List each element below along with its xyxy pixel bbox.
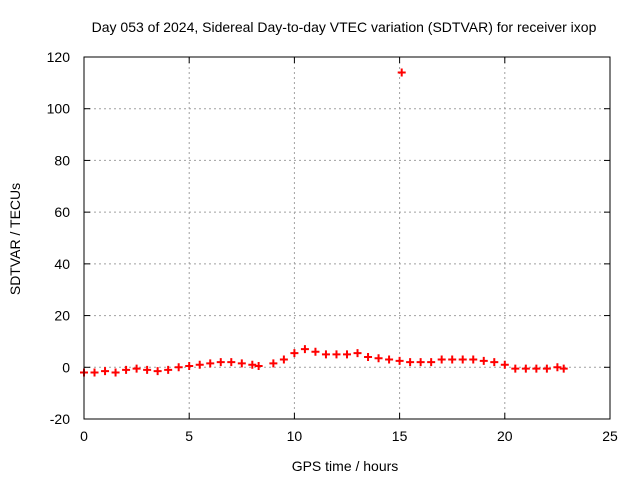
data-point	[500, 360, 509, 369]
data-point	[174, 363, 183, 372]
data-point	[164, 365, 173, 374]
data-point	[216, 358, 225, 367]
data-point	[374, 354, 383, 363]
data-point	[397, 68, 406, 77]
data-point	[559, 364, 568, 373]
data-point	[437, 355, 446, 364]
data-point	[237, 359, 246, 368]
data-points	[80, 68, 568, 377]
data-point	[427, 358, 436, 367]
y-tick-label: -20	[50, 411, 70, 427]
y-tick-label: 20	[54, 308, 70, 324]
data-point	[311, 347, 320, 356]
data-point	[206, 359, 215, 368]
grid-lines	[84, 57, 610, 419]
data-point	[448, 355, 457, 364]
y-tick-label: 120	[47, 49, 71, 65]
data-point	[511, 364, 520, 373]
data-point	[458, 355, 467, 364]
data-point	[553, 363, 562, 372]
data-point	[332, 350, 341, 359]
data-point	[143, 365, 152, 374]
x-tick-label: 0	[80, 428, 88, 444]
data-point	[132, 364, 141, 373]
data-point	[279, 355, 288, 364]
data-point	[101, 367, 110, 376]
data-point	[248, 360, 257, 369]
data-point	[122, 365, 131, 374]
data-point	[395, 356, 404, 365]
data-point	[542, 364, 551, 373]
plot-border	[83, 56, 611, 420]
data-point	[90, 368, 99, 377]
data-point	[479, 356, 488, 365]
data-point	[353, 349, 362, 358]
x-tick-label: 20	[497, 428, 513, 444]
data-point	[269, 359, 278, 368]
data-point	[195, 360, 204, 369]
data-point	[185, 361, 194, 370]
data-point	[227, 358, 236, 367]
x-axis-label: GPS time / hours	[292, 458, 399, 474]
data-point	[521, 364, 530, 373]
x-tick-label: 5	[185, 428, 193, 444]
data-point	[153, 367, 162, 376]
data-point	[532, 364, 541, 373]
x-tick-label: 25	[602, 428, 618, 444]
data-point	[469, 355, 478, 364]
data-point	[321, 350, 330, 359]
data-point	[111, 368, 120, 377]
y-tick-label: 0	[62, 359, 70, 375]
data-point	[290, 349, 299, 358]
y-tick-label: 40	[54, 256, 70, 272]
x-tick-label: 10	[287, 428, 303, 444]
y-tick-label: 60	[54, 204, 70, 220]
x-tick-label: 15	[392, 428, 408, 444]
y-axis-label: SDTVAR / TECUs	[7, 183, 23, 295]
data-point	[364, 352, 373, 361]
data-point	[406, 358, 415, 367]
data-point	[490, 358, 499, 367]
data-point	[254, 361, 263, 370]
axis-ticks: 0 5 10 15 20 25 -20 0 20 40 60 80 100 120	[47, 49, 618, 444]
data-point	[300, 345, 309, 354]
y-tick-label: 80	[54, 152, 70, 168]
chart-title: Day 053 of 2024, Sidereal Day-to-day VTE…	[92, 19, 597, 35]
data-point	[385, 355, 394, 364]
data-point	[416, 358, 425, 367]
y-tick-label: 100	[47, 101, 71, 117]
data-point	[343, 350, 351, 359]
